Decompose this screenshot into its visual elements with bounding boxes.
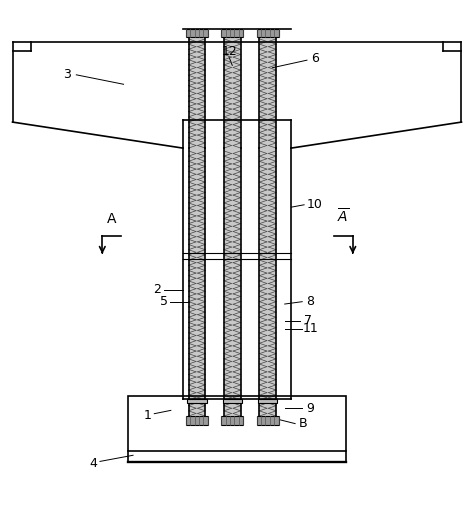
Polygon shape [259, 148, 276, 416]
Text: 9: 9 [306, 402, 314, 415]
Polygon shape [224, 148, 240, 416]
Bar [256, 28, 279, 37]
Polygon shape [189, 37, 205, 148]
Text: 12: 12 [222, 44, 238, 58]
Polygon shape [189, 148, 205, 416]
Text: 4: 4 [89, 457, 97, 470]
Polygon shape [259, 37, 276, 148]
Text: 7: 7 [304, 314, 312, 327]
Bar [221, 416, 243, 425]
Bar [128, 396, 346, 450]
Text: 2: 2 [153, 283, 161, 297]
Text: 10: 10 [307, 198, 323, 211]
Bar [258, 399, 277, 403]
Bar [223, 399, 242, 403]
Bar [186, 28, 208, 37]
Text: 6: 6 [311, 52, 319, 65]
Text: B: B [299, 417, 308, 430]
Bar [187, 399, 207, 403]
Text: 8: 8 [306, 295, 314, 308]
Bar [221, 28, 243, 37]
Text: 5: 5 [160, 295, 168, 308]
Text: 1: 1 [143, 408, 151, 422]
Bar [256, 416, 279, 425]
Text: $\overline{A}$: $\overline{A}$ [337, 208, 349, 226]
Polygon shape [224, 37, 240, 148]
Text: A: A [107, 212, 117, 226]
Text: 11: 11 [302, 322, 318, 335]
Text: 3: 3 [63, 69, 71, 81]
Bar [186, 416, 208, 425]
